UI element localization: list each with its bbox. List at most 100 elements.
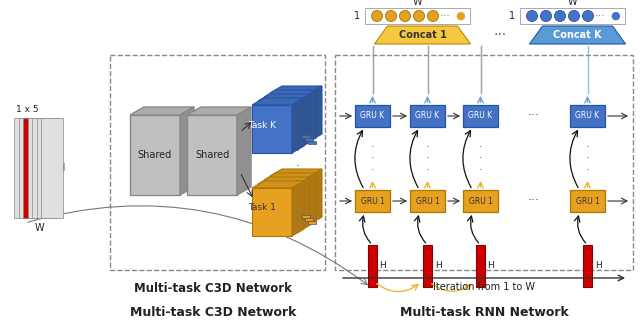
Text: ·
·
·: · · ·	[296, 146, 300, 188]
Polygon shape	[304, 173, 316, 228]
Polygon shape	[270, 86, 322, 93]
Polygon shape	[310, 169, 322, 224]
Circle shape	[527, 11, 538, 22]
Polygon shape	[252, 98, 304, 105]
Bar	[355, 190, 390, 212]
Polygon shape	[305, 138, 313, 141]
Text: Task 1: Task 1	[248, 204, 276, 213]
Text: Concat K: Concat K	[553, 30, 602, 40]
Bar	[365, 8, 470, 24]
Bar	[410, 190, 445, 212]
Text: H: H	[58, 163, 66, 173]
Text: GRU K: GRU K	[468, 112, 493, 120]
Polygon shape	[187, 107, 251, 115]
Polygon shape	[302, 215, 310, 218]
Text: ·
·
·: · · ·	[586, 142, 589, 175]
Bar	[570, 105, 605, 127]
Bar	[355, 105, 390, 127]
Text: GRU K: GRU K	[360, 112, 385, 120]
Text: Concat 1: Concat 1	[399, 30, 447, 40]
Circle shape	[554, 11, 566, 22]
Text: 1 x 5: 1 x 5	[16, 106, 38, 115]
Text: GRU 1: GRU 1	[360, 197, 385, 206]
Polygon shape	[270, 169, 322, 176]
Polygon shape	[258, 184, 298, 232]
Bar	[463, 190, 498, 212]
Text: 1: 1	[354, 11, 360, 21]
Circle shape	[413, 11, 424, 22]
Polygon shape	[305, 218, 313, 221]
Polygon shape	[252, 188, 292, 236]
Text: ···: ···	[493, 28, 507, 42]
Text: GRU K: GRU K	[575, 112, 600, 120]
Text: GRU 1: GRU 1	[468, 197, 492, 206]
Polygon shape	[298, 94, 310, 149]
Bar	[520, 8, 625, 24]
Bar	[410, 105, 445, 127]
Polygon shape	[258, 101, 298, 149]
Text: ·
·
·: · · ·	[479, 142, 483, 175]
Circle shape	[541, 11, 552, 22]
Text: Shared: Shared	[138, 150, 172, 160]
Text: ●: ●	[610, 11, 620, 21]
Bar	[423, 245, 432, 287]
Text: GRU 1: GRU 1	[415, 197, 440, 206]
Polygon shape	[252, 181, 304, 188]
Polygon shape	[529, 26, 625, 44]
Polygon shape	[264, 180, 304, 228]
Text: GRU 1: GRU 1	[575, 197, 600, 206]
Text: H: H	[380, 261, 387, 270]
Circle shape	[399, 11, 410, 22]
Polygon shape	[258, 94, 310, 101]
Circle shape	[371, 11, 383, 22]
Polygon shape	[19, 118, 40, 218]
Bar	[463, 105, 498, 127]
Polygon shape	[270, 176, 310, 224]
Polygon shape	[258, 177, 310, 184]
Text: Shared: Shared	[195, 150, 229, 160]
Text: ·
·
·: · · ·	[426, 142, 429, 175]
Polygon shape	[270, 93, 310, 141]
Polygon shape	[41, 118, 63, 218]
Polygon shape	[28, 118, 49, 218]
Polygon shape	[264, 173, 316, 180]
Polygon shape	[130, 115, 180, 195]
Text: Task K: Task K	[248, 120, 276, 129]
Polygon shape	[264, 97, 304, 145]
Text: W: W	[413, 0, 422, 7]
Text: Multi-task C3D Network: Multi-task C3D Network	[130, 307, 296, 319]
Polygon shape	[237, 107, 251, 195]
Polygon shape	[304, 90, 316, 145]
Text: 1: 1	[509, 11, 515, 21]
Circle shape	[428, 11, 438, 22]
Polygon shape	[187, 115, 237, 195]
Text: H: H	[488, 261, 494, 270]
Text: Multi-task RNN Network: Multi-task RNN Network	[399, 307, 568, 319]
Polygon shape	[292, 181, 304, 236]
Polygon shape	[292, 98, 304, 153]
Polygon shape	[310, 86, 322, 141]
Text: H: H	[595, 261, 602, 270]
Polygon shape	[264, 90, 316, 97]
Text: W: W	[568, 0, 577, 7]
Text: Iteration from 1 to W: Iteration from 1 to W	[433, 282, 535, 292]
Text: ●: ●	[455, 11, 465, 21]
Text: ·
·
·: · · ·	[371, 142, 374, 175]
Polygon shape	[32, 118, 54, 218]
Polygon shape	[302, 135, 310, 138]
Polygon shape	[308, 141, 316, 144]
Polygon shape	[36, 118, 58, 218]
Circle shape	[568, 11, 579, 22]
Text: Multi-task C3D Network: Multi-task C3D Network	[134, 281, 292, 295]
Bar	[335, 55, 633, 270]
Circle shape	[582, 11, 593, 22]
Polygon shape	[252, 105, 292, 153]
Polygon shape	[308, 221, 316, 224]
Text: ···: ···	[528, 110, 540, 122]
Polygon shape	[180, 107, 194, 195]
Polygon shape	[374, 26, 470, 44]
Bar	[570, 190, 605, 212]
Bar	[583, 245, 592, 287]
Text: W: W	[34, 223, 44, 233]
Bar	[476, 245, 485, 287]
